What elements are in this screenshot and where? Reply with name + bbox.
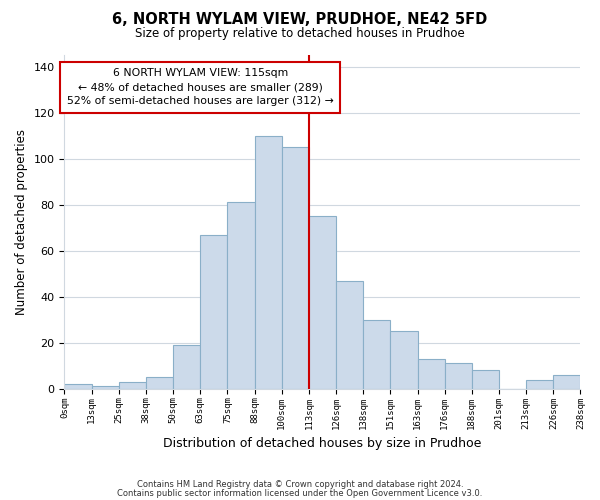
Bar — [472, 370, 499, 389]
Bar — [227, 202, 254, 389]
Bar — [336, 280, 363, 389]
Bar — [173, 345, 200, 389]
Bar — [282, 147, 309, 389]
Bar — [64, 384, 92, 389]
Text: 6 NORTH WYLAM VIEW: 115sqm
← 48% of detached houses are smaller (289)
52% of sem: 6 NORTH WYLAM VIEW: 115sqm ← 48% of deta… — [67, 68, 334, 106]
Bar — [309, 216, 336, 389]
Bar — [254, 136, 282, 389]
Bar — [445, 364, 472, 389]
Bar — [119, 382, 146, 389]
Bar — [418, 359, 445, 389]
Y-axis label: Number of detached properties: Number of detached properties — [15, 129, 28, 315]
Bar — [200, 234, 227, 389]
Bar — [391, 331, 418, 389]
Bar — [553, 375, 580, 389]
Text: 6, NORTH WYLAM VIEW, PRUDHOE, NE42 5FD: 6, NORTH WYLAM VIEW, PRUDHOE, NE42 5FD — [112, 12, 488, 28]
Bar — [92, 386, 119, 389]
X-axis label: Distribution of detached houses by size in Prudhoe: Distribution of detached houses by size … — [163, 437, 482, 450]
Text: Contains HM Land Registry data © Crown copyright and database right 2024.: Contains HM Land Registry data © Crown c… — [137, 480, 463, 489]
Bar — [526, 380, 553, 389]
Text: Size of property relative to detached houses in Prudhoe: Size of property relative to detached ho… — [135, 28, 465, 40]
Bar — [146, 378, 173, 389]
Text: Contains public sector information licensed under the Open Government Licence v3: Contains public sector information licen… — [118, 488, 482, 498]
Bar — [363, 320, 391, 389]
